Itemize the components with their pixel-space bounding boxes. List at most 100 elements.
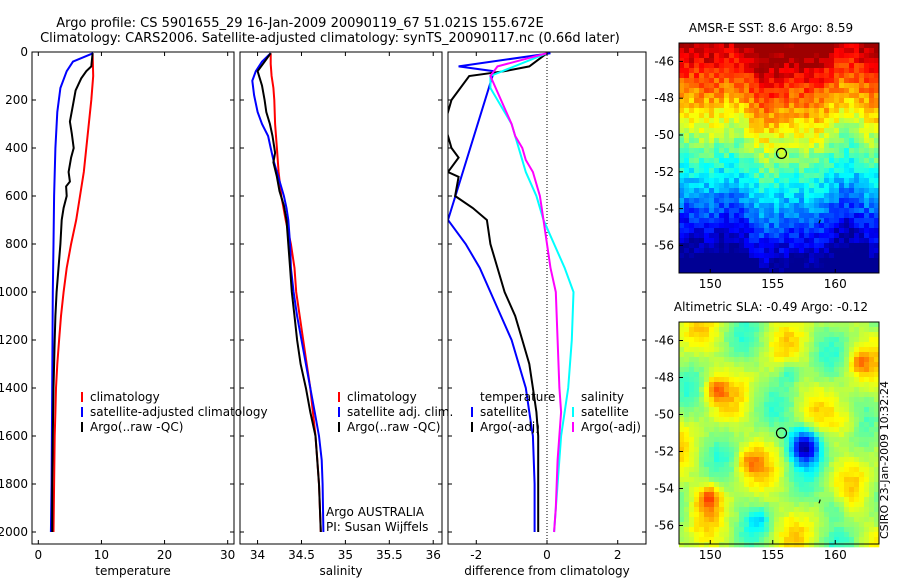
heatmap-cell: [694, 63, 700, 69]
heatmap-cell: [704, 248, 710, 254]
heatmap-cell: [699, 487, 705, 493]
heatmap-cell: [824, 337, 830, 343]
heatmap-cell: [759, 382, 765, 388]
heatmap-cell: [694, 238, 700, 244]
heatmap-cell: [729, 158, 735, 164]
heatmap-cell: [874, 367, 880, 373]
heatmap-cell: [874, 168, 880, 174]
heatmap-cell: [819, 452, 825, 458]
heatmap-cell: [869, 178, 875, 184]
heatmap-cell: [704, 188, 710, 194]
heatmap-cell: [854, 98, 860, 104]
heatmap-cell: [754, 412, 760, 418]
heatmap-cell: [739, 442, 745, 448]
heatmap-cell: [734, 327, 740, 333]
heatmap-cell: [729, 88, 735, 94]
heatmap-cell: [809, 537, 815, 543]
heatmap-cell: [764, 342, 770, 348]
heatmap-cell: [834, 83, 840, 89]
heatmap-cell: [834, 63, 840, 69]
heatmap-cell: [809, 462, 815, 468]
heatmap-cell: [784, 522, 790, 528]
heatmap-cell: [749, 422, 755, 428]
pi-label: PI: Susan Wijffels: [326, 520, 428, 534]
heatmap-cell: [739, 168, 745, 174]
heatmap-cell: [819, 178, 825, 184]
heatmap-cell: [779, 188, 785, 194]
heatmap-cell: [764, 43, 770, 49]
heatmap-cell: [824, 332, 830, 338]
heatmap-cell: [874, 213, 880, 219]
heatmap-cell: [869, 417, 875, 423]
heatmap-cell: [724, 492, 730, 498]
heatmap-cell: [854, 367, 860, 373]
heatmap-cell: [719, 118, 725, 124]
heatmap-cell: [764, 397, 770, 403]
heatmap-cell: [754, 88, 760, 94]
heatmap-cell: [809, 113, 815, 119]
heatmap-cell: [804, 173, 810, 179]
heatmap-cell: [859, 143, 865, 149]
heatmap-cell: [679, 73, 685, 79]
heatmap-cell: [774, 447, 780, 453]
heatmap-cell: [874, 487, 880, 493]
heatmap-cell: [754, 427, 760, 433]
heatmap-cell: [689, 497, 695, 503]
heatmap-cell: [814, 183, 820, 189]
heatmap-cell: [759, 168, 765, 174]
heatmap-cell: [854, 492, 860, 498]
heatmap-cell: [829, 537, 835, 543]
heatmap-cell: [744, 203, 750, 209]
heatmap-cell: [834, 93, 840, 99]
heatmap-cell: [744, 472, 750, 478]
heatmap-cell: [829, 342, 835, 348]
heatmap-cell: [819, 482, 825, 488]
heatmap-cell: [684, 492, 690, 498]
heatmap-cell: [784, 332, 790, 338]
heatmap-cell: [699, 163, 705, 169]
heatmap-cell: [819, 502, 825, 508]
heatmap-cell: [869, 233, 875, 239]
heatmap-cell: [829, 143, 835, 149]
heatmap-cell: [784, 158, 790, 164]
heatmap-cell: [849, 218, 855, 224]
heatmap-cell: [759, 542, 765, 548]
heatmap-cell: [824, 263, 830, 269]
heatmap-cell: [684, 502, 690, 508]
heatmap-cell: [744, 218, 750, 224]
heatmap-cell: [794, 43, 800, 49]
heatmap-cell: [714, 138, 720, 144]
heatmap-cell: [744, 233, 750, 239]
heatmap-cell: [799, 208, 805, 214]
heatmap-cell: [754, 532, 760, 538]
heatmap-cell: [754, 253, 760, 259]
heatmap-cell: [759, 93, 765, 99]
heatmap-cell: [769, 422, 775, 428]
heatmap-cell: [769, 372, 775, 378]
heatmap-cell: [779, 48, 785, 54]
heatmap-cell: [709, 382, 715, 388]
heatmap-cell: [834, 248, 840, 254]
heatmap-cell: [739, 88, 745, 94]
heatmap-cell: [679, 163, 685, 169]
heatmap-cell: [724, 397, 730, 403]
heatmap-cell: [794, 88, 800, 94]
heatmap-cell: [699, 258, 705, 264]
heatmap-cell: [809, 163, 815, 169]
heatmap-cell: [834, 497, 840, 503]
heatmap-cell: [754, 138, 760, 144]
heatmap-cell: [759, 447, 765, 453]
heatmap-cell: [844, 193, 850, 199]
heatmap-cell: [874, 128, 880, 134]
heatmap-cell: [694, 68, 700, 74]
heatmap-cell: [779, 53, 785, 59]
heatmap-cell: [824, 372, 830, 378]
heatmap-cell: [799, 372, 805, 378]
series-line-3: [489, 52, 575, 533]
heatmap-cell: [699, 352, 705, 358]
heatmap-cell: [864, 243, 870, 249]
heatmap-cell: [799, 228, 805, 234]
heatmap-cell: [759, 213, 765, 219]
heatmap-cell: [694, 88, 700, 94]
